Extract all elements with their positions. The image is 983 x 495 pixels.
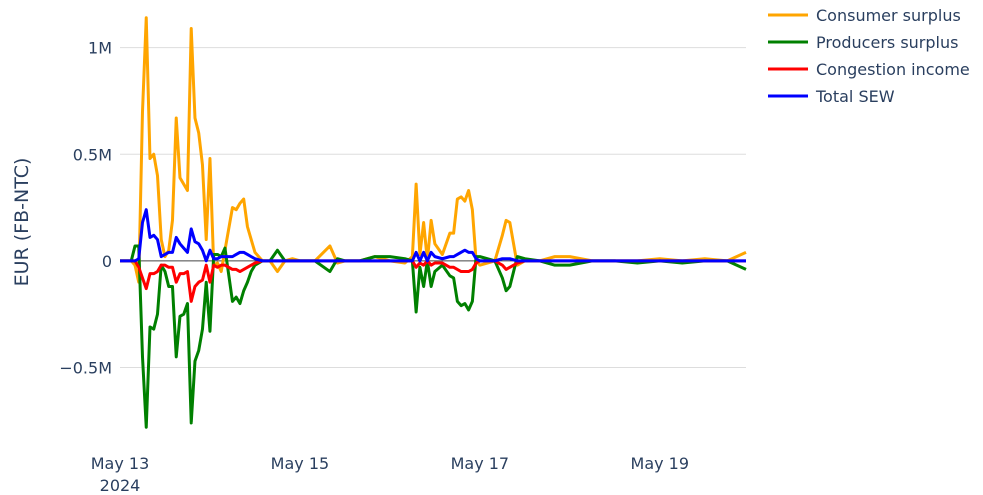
x-tick-label-line: May 19 bbox=[631, 454, 690, 473]
line-series bbox=[120, 16, 747, 284]
y-tick-label: 0 bbox=[102, 252, 112, 271]
line-series bbox=[120, 208, 746, 263]
x-tick-label-line: May 15 bbox=[271, 454, 330, 473]
y-tick-label: 0.5M bbox=[73, 145, 112, 164]
x-tick-label-line: 2024 bbox=[100, 476, 141, 495]
x-tick-label-line: May 17 bbox=[451, 454, 510, 473]
x-tick-label-line: May 13 bbox=[91, 454, 150, 473]
legend-label: Congestion income bbox=[816, 60, 970, 79]
legend-label: Producers surplus bbox=[816, 33, 958, 52]
line-series bbox=[120, 244, 747, 429]
legend-label: Consumer surplus bbox=[816, 6, 961, 25]
x-tick-label: May 15 bbox=[271, 454, 330, 473]
x-tick-label: May 13 2024 bbox=[91, 454, 150, 495]
x-tick-label: May 19 bbox=[631, 454, 690, 473]
y-axis-title: EUR (FB-NTC) bbox=[11, 158, 33, 287]
legend-label: Total SEW bbox=[815, 87, 895, 106]
y-tick-label: −0.5M bbox=[59, 359, 112, 378]
x-tick-label: May 17 bbox=[451, 454, 510, 473]
y-tick-label: 1M bbox=[88, 39, 112, 58]
